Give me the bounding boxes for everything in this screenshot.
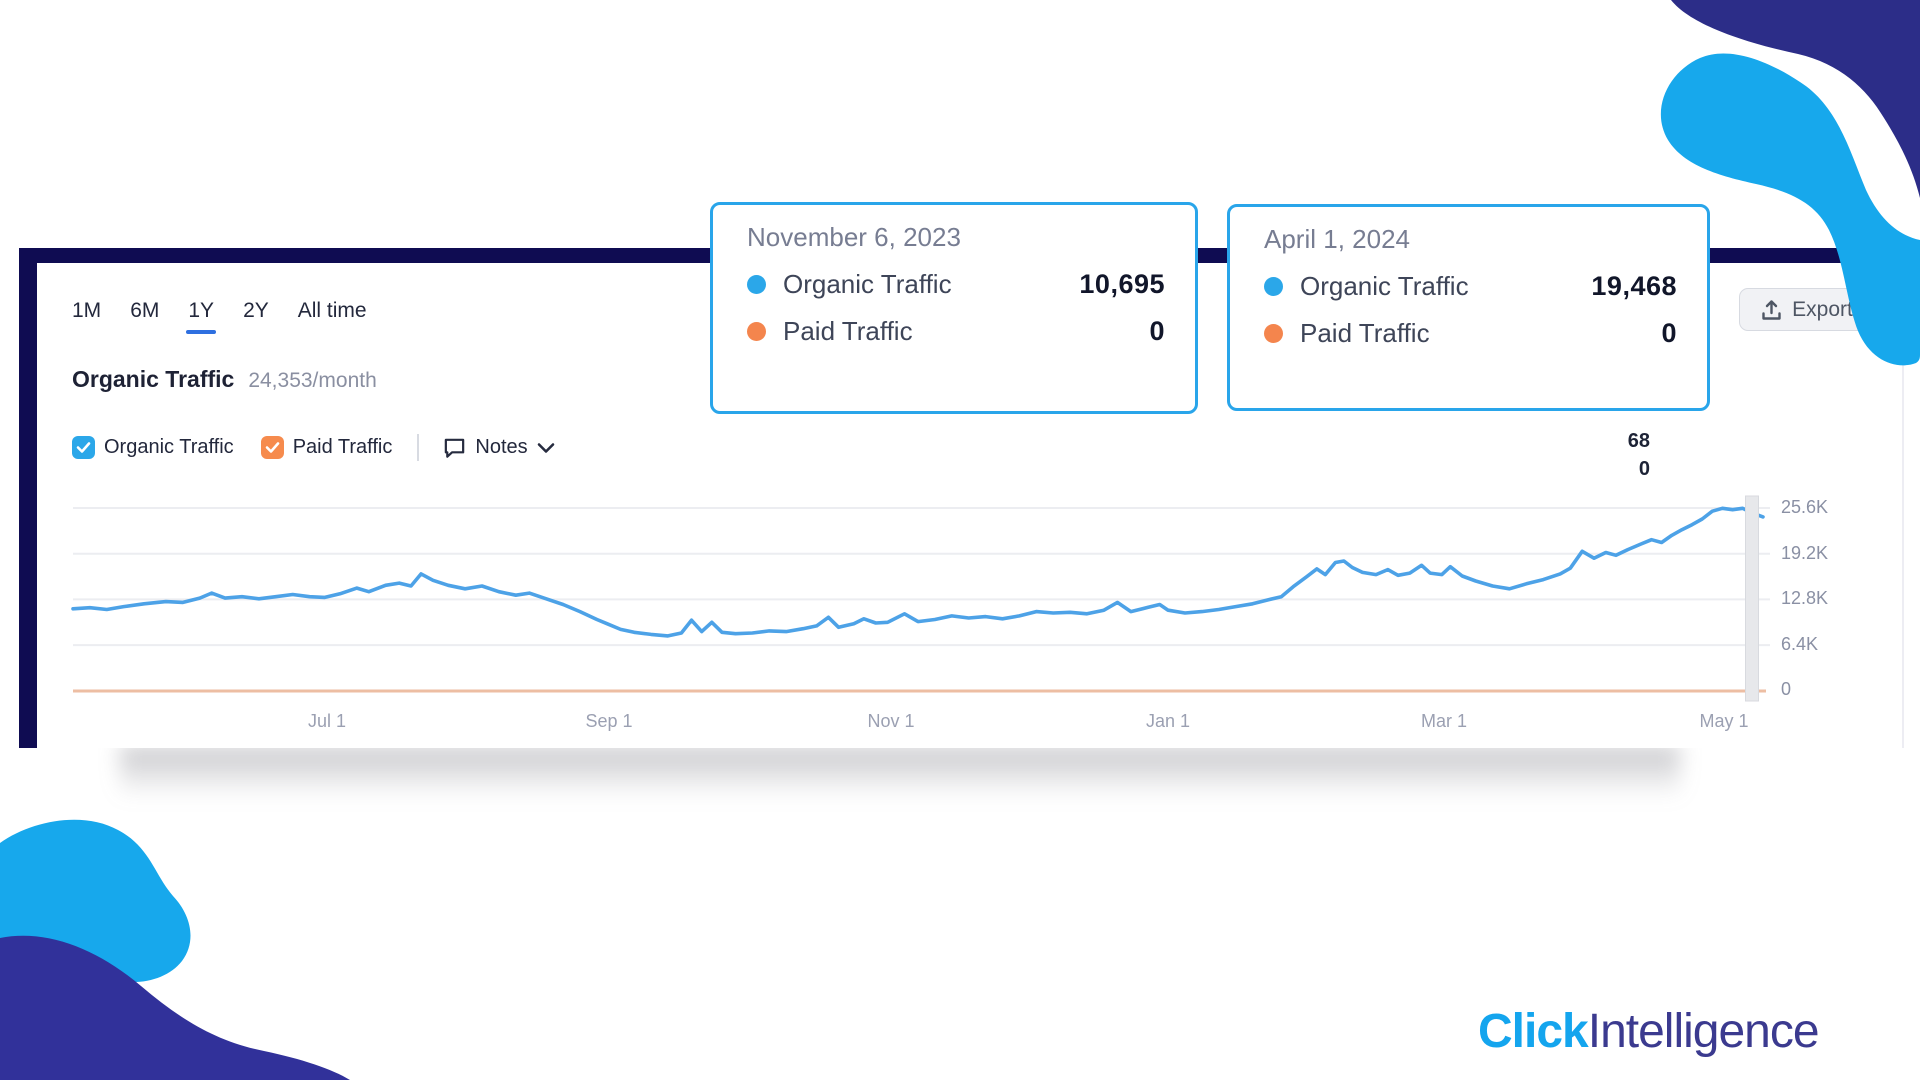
notes-dropdown-button[interactable]: Notes [442, 436, 554, 460]
legend-divider [417, 434, 420, 461]
cropped-tooltip-line2: 0 [1638, 458, 1650, 480]
tooltip-paid-value: 0 [1149, 316, 1165, 346]
tooltip-organic-label: Organic Traffic [1300, 271, 1469, 301]
tab-all-time[interactable]: All time [297, 299, 367, 322]
paid-traffic-checkbox-label[interactable]: Paid Traffic [292, 436, 393, 458]
tooltip-date: April 1, 2024 [1264, 224, 1410, 254]
paid-traffic-checkbox[interactable] [260, 436, 284, 459]
tooltip-november-6-2023: November 6, 2023 Organic Traffic 10,695 … [710, 202, 1198, 414]
panel-drop-shadow [120, 746, 1680, 798]
metric-rate: 24,353/month [248, 369, 377, 392]
tooltip-paid-value: 0 [1661, 318, 1677, 348]
time-range-tabs: 1M 6M 1Y 2Y All time [72, 299, 367, 334]
tab-2y[interactable]: 2Y [243, 299, 269, 322]
paid-series-dot [747, 322, 766, 341]
blob-navy-top-right [1671, 0, 1920, 198]
blob-lightblue-bottom-left [0, 819, 191, 983]
y-tick-25k: 25.6K [1781, 497, 1829, 517]
y-tick-0: 0 [1781, 679, 1792, 699]
organic-series-dot [1264, 277, 1283, 296]
blob-navy-bottom-left [0, 935, 350, 1080]
tooltip-paid-label: Paid Traffic [1300, 318, 1430, 348]
metric-header: Organic Traffic 24,353/month [72, 366, 377, 393]
tab-1y[interactable]: 1Y [186, 299, 216, 334]
tooltip-paid-label: Paid Traffic [783, 316, 913, 346]
cropped-tooltip-fragment: 68 0 [1598, 427, 1650, 483]
paid-traffic-toggle[interactable]: Paid Traffic [260, 436, 393, 459]
x-tick-may1: May 1 [1699, 711, 1749, 731]
export-button-label: Export [1792, 297, 1853, 321]
y-tick-19k: 19.2K [1781, 543, 1829, 563]
y-tick-12k: 12.8K [1781, 588, 1829, 608]
chevron-down-icon [537, 442, 554, 453]
tooltip-date: November 6, 2023 [747, 222, 961, 252]
logo-intelligence-text: Intelligence [1587, 1005, 1820, 1058]
tab-1m[interactable]: 1M [72, 299, 102, 322]
metric-title: Organic Traffic [72, 366, 235, 392]
tooltip-organic-row: Organic Traffic 19,468 [1264, 271, 1677, 302]
tooltip-paid-row: Paid Traffic 0 [1264, 318, 1677, 349]
click-intelligence-logo: ClickIntelligence [1478, 1005, 1820, 1058]
comment-bubble-icon [445, 438, 465, 458]
y-tick-6k: 6.4K [1781, 634, 1819, 654]
organic-traffic-checkbox-label[interactable]: Organic Traffic [104, 436, 234, 458]
tooltip-organic-row: Organic Traffic 10,695 [747, 269, 1165, 300]
tooltip-organic-value: 10,695 [1079, 269, 1165, 299]
organic-traffic-toggle[interactable]: Organic Traffic [72, 436, 234, 459]
x-tick-jul1: Jul 1 [307, 711, 347, 731]
x-tick-mar1: Mar 1 [1420, 711, 1468, 731]
chart-controls: Organic Traffic Paid Traffic Notes [72, 434, 555, 461]
notes-label: Notes [475, 436, 528, 458]
tab-6m[interactable]: 6M [130, 299, 160, 322]
checkmark-icon [76, 442, 91, 453]
upload-icon [1762, 299, 1781, 320]
organic-traffic-checkbox[interactable] [72, 436, 95, 459]
tooltip-april-1-2024: April 1, 2024 Organic Traffic 19,468 Pai… [1227, 204, 1710, 411]
x-tick-jan1: Jan 1 [1145, 711, 1191, 731]
tooltip-paid-row: Paid Traffic 0 [747, 316, 1165, 347]
export-button[interactable]: Export [1739, 288, 1875, 331]
x-tick-sep1: Sep 1 [585, 711, 633, 731]
x-tick-nov1: Nov 1 [867, 711, 915, 731]
tooltip-organic-value: 19,468 [1591, 271, 1677, 301]
paid-series-dot [1264, 324, 1283, 343]
logo-click-text: Click [1478, 1005, 1589, 1058]
checkmark-icon [265, 442, 279, 453]
cropped-tooltip-line1: 68 [1627, 430, 1650, 452]
organic-series-dot [747, 275, 766, 294]
tooltip-organic-label: Organic Traffic [783, 269, 952, 299]
